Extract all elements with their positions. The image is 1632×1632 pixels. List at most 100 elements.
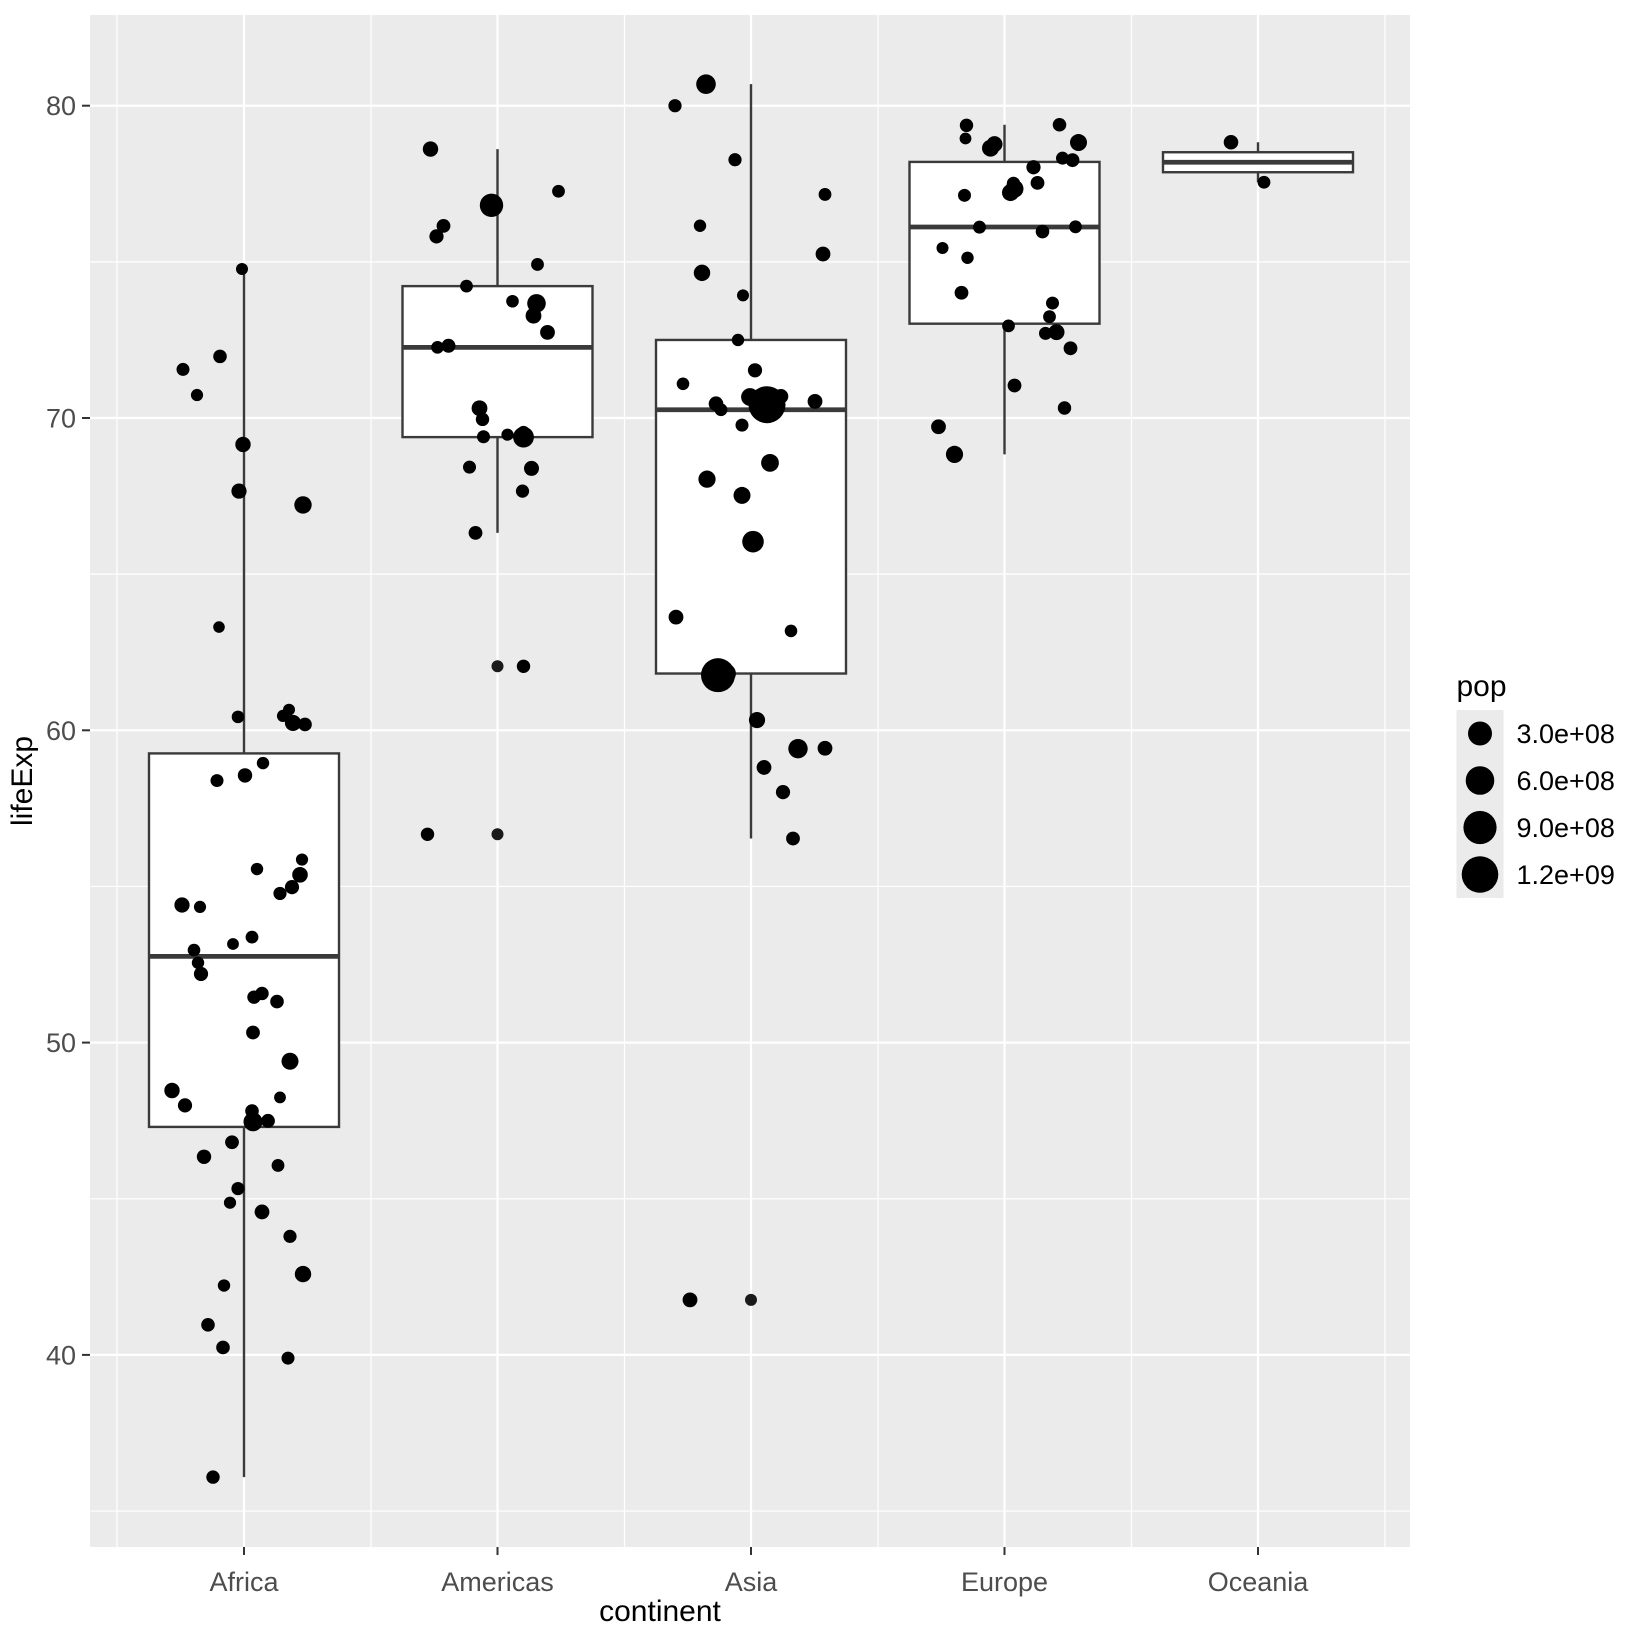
data-point [243, 1112, 263, 1132]
data-point [698, 470, 716, 488]
data-point [1065, 153, 1080, 168]
y-axis-tick-label: 50 [46, 1028, 76, 1058]
data-point [815, 246, 831, 262]
outlier-point [491, 660, 504, 673]
data-point [294, 1265, 312, 1283]
data-point [1046, 296, 1059, 310]
data-point [737, 289, 749, 302]
data-point [761, 453, 779, 472]
data-point [1039, 326, 1052, 340]
data-point [231, 710, 245, 724]
data-point [193, 900, 207, 914]
data-point [742, 530, 764, 553]
x-axis-tick-label: Europe [961, 1567, 1048, 1597]
data-point [982, 139, 999, 157]
legend-entry-label: 1.2e+09 [1517, 860, 1615, 890]
data-point [431, 341, 444, 354]
data-point [441, 338, 456, 353]
data-point [460, 279, 473, 293]
data-point [788, 738, 808, 759]
data-point [936, 241, 949, 254]
data-point [1002, 184, 1019, 202]
data-point [471, 400, 488, 417]
data-point [506, 294, 519, 308]
data-point [231, 483, 247, 499]
data-point [174, 897, 190, 913]
data-point [714, 403, 728, 417]
data-point [1035, 224, 1050, 239]
data-point [271, 1159, 285, 1172]
data-point [223, 1196, 237, 1209]
data-point [748, 711, 766, 729]
data-point [420, 827, 435, 841]
legend-entry-label: 6.0e+08 [1517, 766, 1615, 796]
data-point [513, 426, 534, 448]
data-point [531, 258, 544, 271]
data-point [422, 141, 439, 157]
data-point [1057, 401, 1072, 415]
x-axis-title: continent [599, 1595, 721, 1628]
data-point [1007, 378, 1022, 393]
data-point [250, 862, 264, 876]
data-point [213, 621, 225, 633]
data-point [524, 460, 539, 476]
y-axis-tick-label: 70 [46, 403, 76, 433]
data-point [696, 74, 716, 94]
legend-title: pop [1457, 670, 1507, 703]
data-point [668, 99, 682, 113]
box-americas [401, 284, 594, 439]
data-point [1223, 134, 1239, 150]
data-point [227, 938, 239, 950]
legend-entry-label: 3.0e+08 [1517, 719, 1615, 749]
data-point [479, 193, 504, 218]
data-point [281, 1351, 295, 1365]
x-axis-tick-label: Asia [725, 1567, 779, 1597]
legend-key-dot [1468, 721, 1492, 746]
data-point [959, 118, 974, 133]
data-point [693, 219, 707, 232]
data-point [225, 1135, 239, 1150]
data-point [807, 393, 823, 409]
data-point [164, 1082, 180, 1099]
data-point [463, 460, 476, 474]
data-point [294, 496, 312, 514]
data-point [945, 445, 964, 463]
data-point [958, 188, 971, 202]
data-point [477, 430, 490, 444]
data-point [1030, 175, 1045, 190]
data-point [747, 363, 763, 378]
data-point [468, 525, 483, 540]
data-point [201, 1318, 215, 1332]
data-point [236, 262, 248, 275]
data-point [818, 188, 832, 201]
legend-key-dot [1465, 766, 1495, 795]
outlier-point [491, 828, 504, 841]
data-point [210, 774, 224, 788]
data-point [274, 1091, 286, 1104]
data-point [552, 184, 565, 198]
data-point [191, 956, 205, 969]
data-point [284, 714, 302, 732]
y-axis-tick-label: 60 [46, 716, 76, 746]
data-point [247, 990, 261, 1004]
data-point [273, 886, 287, 901]
data-point [261, 1113, 275, 1128]
data-point [246, 1025, 260, 1040]
data-point [245, 930, 259, 944]
data-point [682, 1292, 698, 1308]
data-point [931, 419, 946, 435]
data-point [731, 333, 745, 347]
data-point [1257, 175, 1271, 189]
data-point [196, 1149, 212, 1164]
x-axis-tick-label: Africa [209, 1567, 279, 1597]
data-point [973, 220, 986, 234]
data-point [1002, 319, 1015, 333]
data-point [668, 609, 684, 625]
legend-entry-label: 9.0e+08 [1517, 813, 1615, 843]
data-point [756, 760, 772, 775]
data-point [213, 349, 227, 364]
data-point [216, 1340, 230, 1355]
data-point [283, 1229, 297, 1243]
